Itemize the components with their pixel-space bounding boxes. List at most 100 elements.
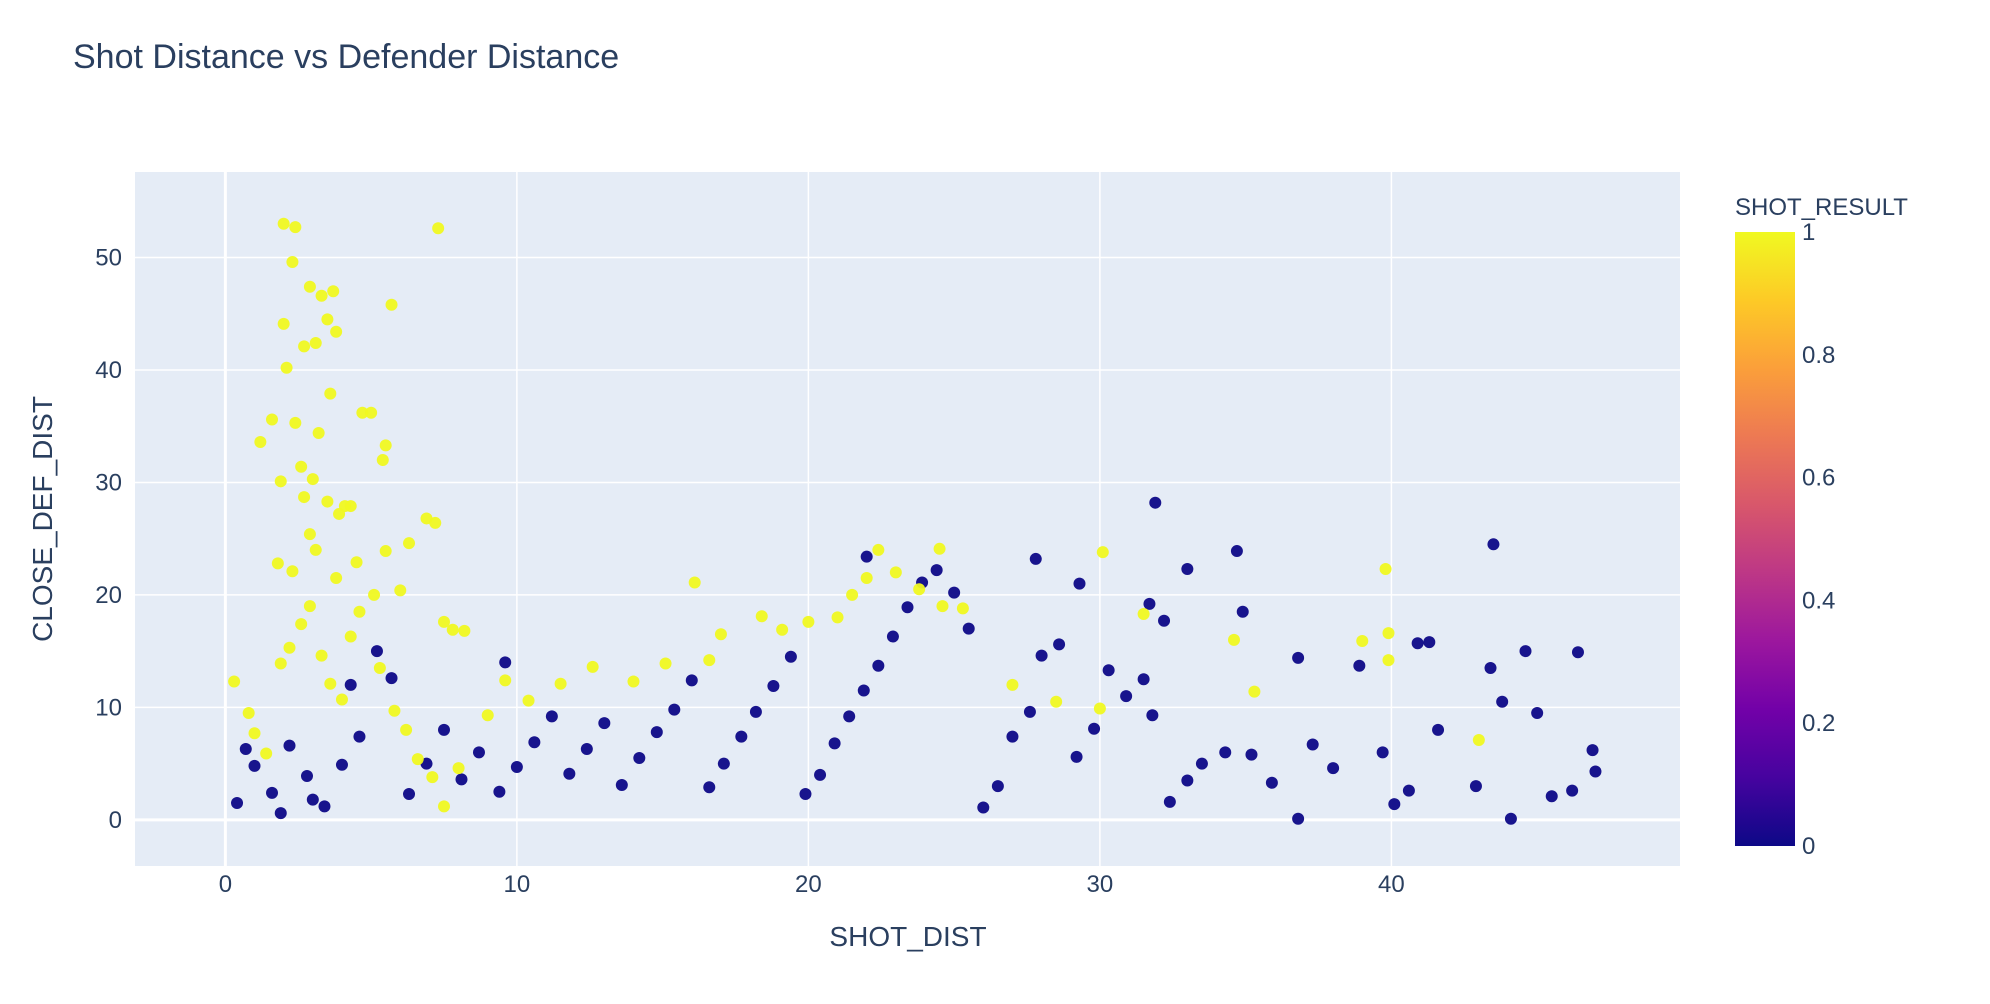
missed-shot-point <box>563 767 576 780</box>
missed-shot-point <box>1120 690 1133 703</box>
made-shot-point <box>755 610 768 623</box>
made-shot-point <box>703 654 716 667</box>
missed-shot-point <box>510 761 523 774</box>
made-shot-point <box>846 588 859 601</box>
missed-shot-point <box>493 785 506 798</box>
missed-shot-point <box>1070 750 1083 763</box>
made-shot-point <box>286 255 299 268</box>
missed-shot-point <box>930 564 943 577</box>
made-shot-point <box>324 387 337 400</box>
made-shot-point <box>344 500 357 513</box>
missed-shot-point <box>344 678 357 691</box>
missed-shot-point <box>1327 762 1340 775</box>
missed-shot-point <box>455 773 468 786</box>
missed-shot-point <box>1053 638 1066 651</box>
missed-shot-point <box>901 601 914 614</box>
missed-shot-point <box>545 710 558 723</box>
missed-shot-point <box>828 737 841 750</box>
chart-title: Shot Distance vs Defender Distance <box>73 38 619 76</box>
x-axis-title: SHOT_DIST <box>829 921 986 952</box>
made-shot-point <box>1137 608 1150 621</box>
x-tick-label: 20 <box>795 871 822 898</box>
missed-shot-point <box>274 807 287 820</box>
missed-shot-point <box>991 780 1004 793</box>
made-shot-point <box>426 771 439 784</box>
made-shot-point <box>403 537 416 550</box>
made-shot-point <box>481 709 494 722</box>
missed-shot-point <box>1586 744 1599 757</box>
missed-shot-point <box>814 768 827 781</box>
made-shot-point <box>315 649 328 662</box>
made-shot-point <box>627 675 640 688</box>
made-shot-point <box>1356 635 1369 648</box>
missed-shot-point <box>248 759 261 772</box>
colorbar <box>1735 232 1795 846</box>
missed-shot-point <box>1035 649 1048 662</box>
missed-shot-point <box>1073 577 1086 590</box>
made-shot-point <box>1248 685 1261 698</box>
made-shot-point <box>446 623 459 636</box>
x-axis-ticks: 0 10 20 30 40 <box>219 871 1405 898</box>
missed-shot-point <box>799 788 812 801</box>
made-shot-point <box>458 624 471 637</box>
missed-shot-point <box>1504 812 1517 825</box>
missed-shot-point <box>1484 662 1497 675</box>
missed-shot-point <box>615 779 628 792</box>
missed-shot-point <box>1265 776 1278 789</box>
made-shot-point <box>303 528 316 541</box>
made-shot-point <box>438 800 450 813</box>
made-shot-point <box>344 630 357 643</box>
missed-shot-point <box>1469 780 1482 793</box>
made-shot-point <box>365 406 378 419</box>
made-shot-point <box>936 600 949 613</box>
missed-shot-point <box>266 786 279 799</box>
missed-shot-point <box>962 622 975 635</box>
missed-shot-point <box>948 586 961 599</box>
missed-shot-point <box>1566 784 1579 797</box>
missed-shot-point <box>1589 765 1602 778</box>
made-shot-point <box>330 572 343 585</box>
made-shot-point <box>303 600 316 613</box>
missed-shot-point <box>1102 664 1115 677</box>
made-shot-point <box>831 611 844 624</box>
missed-shot-point <box>717 757 730 770</box>
missed-shot-point <box>703 781 716 794</box>
missed-shot-point <box>1181 563 1194 576</box>
missed-shot-point <box>1531 707 1544 720</box>
missed-shot-point <box>1023 705 1036 718</box>
y-tick-label: 0 <box>109 807 122 834</box>
missed-shot-point <box>598 717 611 730</box>
missed-shot-point <box>1411 637 1424 650</box>
made-shot-point <box>1006 678 1019 691</box>
missed-shot-point <box>1545 790 1558 803</box>
made-shot-point <box>324 677 337 690</box>
colorbar-tick-label: 1 <box>1802 219 1815 246</box>
made-shot-point <box>554 677 567 690</box>
missed-shot-point <box>528 736 541 749</box>
missed-shot-point <box>580 743 593 756</box>
missed-shot-point <box>306 793 319 806</box>
made-shot-point <box>289 416 302 429</box>
missed-shot-point <box>860 550 873 563</box>
y-tick-label: 50 <box>95 244 122 271</box>
y-tick-label: 40 <box>95 357 122 384</box>
plot-area <box>135 172 1680 866</box>
missed-shot-point <box>1163 795 1176 808</box>
missed-shot-point <box>1029 552 1042 565</box>
missed-shot-point <box>1487 538 1500 551</box>
missed-shot-point <box>318 800 331 813</box>
missed-shot-point <box>1432 723 1445 736</box>
missed-shot-point <box>857 684 870 697</box>
made-shot-point <box>321 495 334 508</box>
made-shot-point <box>289 221 302 234</box>
made-shot-point <box>373 662 386 675</box>
made-shot-point <box>321 313 334 326</box>
missed-shot-point <box>1230 545 1243 558</box>
missed-shot-point <box>1137 673 1150 686</box>
missed-shot-point <box>283 739 296 752</box>
missed-shot-point <box>300 770 313 783</box>
made-shot-point <box>274 475 287 488</box>
missed-shot-point <box>1519 645 1532 658</box>
missed-shot-point <box>1376 746 1389 759</box>
made-shot-point <box>1382 654 1395 667</box>
